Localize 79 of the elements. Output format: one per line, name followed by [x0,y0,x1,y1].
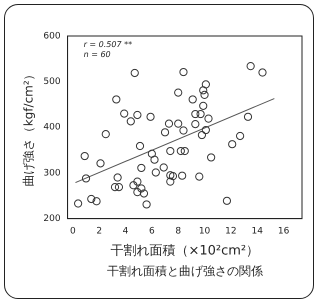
point [207,153,216,162]
point [150,156,159,164]
point [112,95,120,104]
point [137,184,146,193]
x-tick-label: 10 [198,226,211,236]
point [129,181,138,190]
x-tick-label: 4 [122,226,129,236]
point [114,183,124,192]
point [244,112,252,121]
point [160,128,170,136]
x-axis-title: 干割れ面積（×10²cm²） [110,244,260,259]
point [228,140,236,148]
point [174,120,182,128]
point [196,110,205,118]
point [102,130,110,138]
point [130,68,139,78]
point [198,130,206,140]
point [179,126,188,135]
point [179,68,188,76]
point [142,200,151,209]
point [199,102,208,110]
point [87,194,96,204]
point [96,159,105,168]
point [120,110,128,118]
y-tick-label: 600 [43,31,61,42]
point [199,86,208,94]
point [133,178,142,186]
point [166,178,174,186]
point [191,110,200,118]
point [168,172,178,180]
point [202,126,210,134]
point [180,146,189,156]
point [114,173,122,182]
point [178,172,186,180]
point [126,117,135,126]
x-tick-label: 0 [70,226,76,236]
point [204,114,213,123]
x-tick-label: 16 [278,226,290,236]
y-axis-title: 曲げ強さ（kgf/cm²） [21,68,36,186]
annotation: n = 60 [84,50,111,60]
x-tick-label: 12 [225,226,237,236]
point [137,164,146,172]
point [258,68,267,77]
annotation: r = 0.507 ** [84,40,132,50]
point [188,95,197,104]
x-tick-label: 8 [175,226,182,236]
point [146,112,155,121]
x-tick-label: 2 [96,226,102,236]
point [148,150,156,158]
point [174,88,182,97]
point [166,146,174,156]
point [152,168,160,177]
point [80,152,89,160]
point [82,174,90,183]
point [200,90,209,99]
x-tick-label: 14 [251,226,264,236]
y-tick-label: 300 [43,168,61,178]
point [92,197,101,206]
point [202,80,210,88]
y-tick-label: 500 [43,76,61,87]
point [133,110,142,120]
point [136,142,144,150]
y-tick-label: 400 [43,122,61,133]
point [166,171,174,180]
point [195,172,204,181]
point [246,62,255,70]
point [160,163,168,172]
y-tick-label: 200 [43,214,61,224]
point [191,120,200,128]
text: 干割れ面積と曲げ強さの関係 [107,264,263,278]
x-tick-label: 6 [149,226,155,236]
point [164,120,174,128]
point [236,132,244,140]
point [140,189,148,198]
point [133,188,142,196]
point [222,196,232,205]
point [74,199,82,208]
point [176,146,185,156]
point [110,183,120,192]
